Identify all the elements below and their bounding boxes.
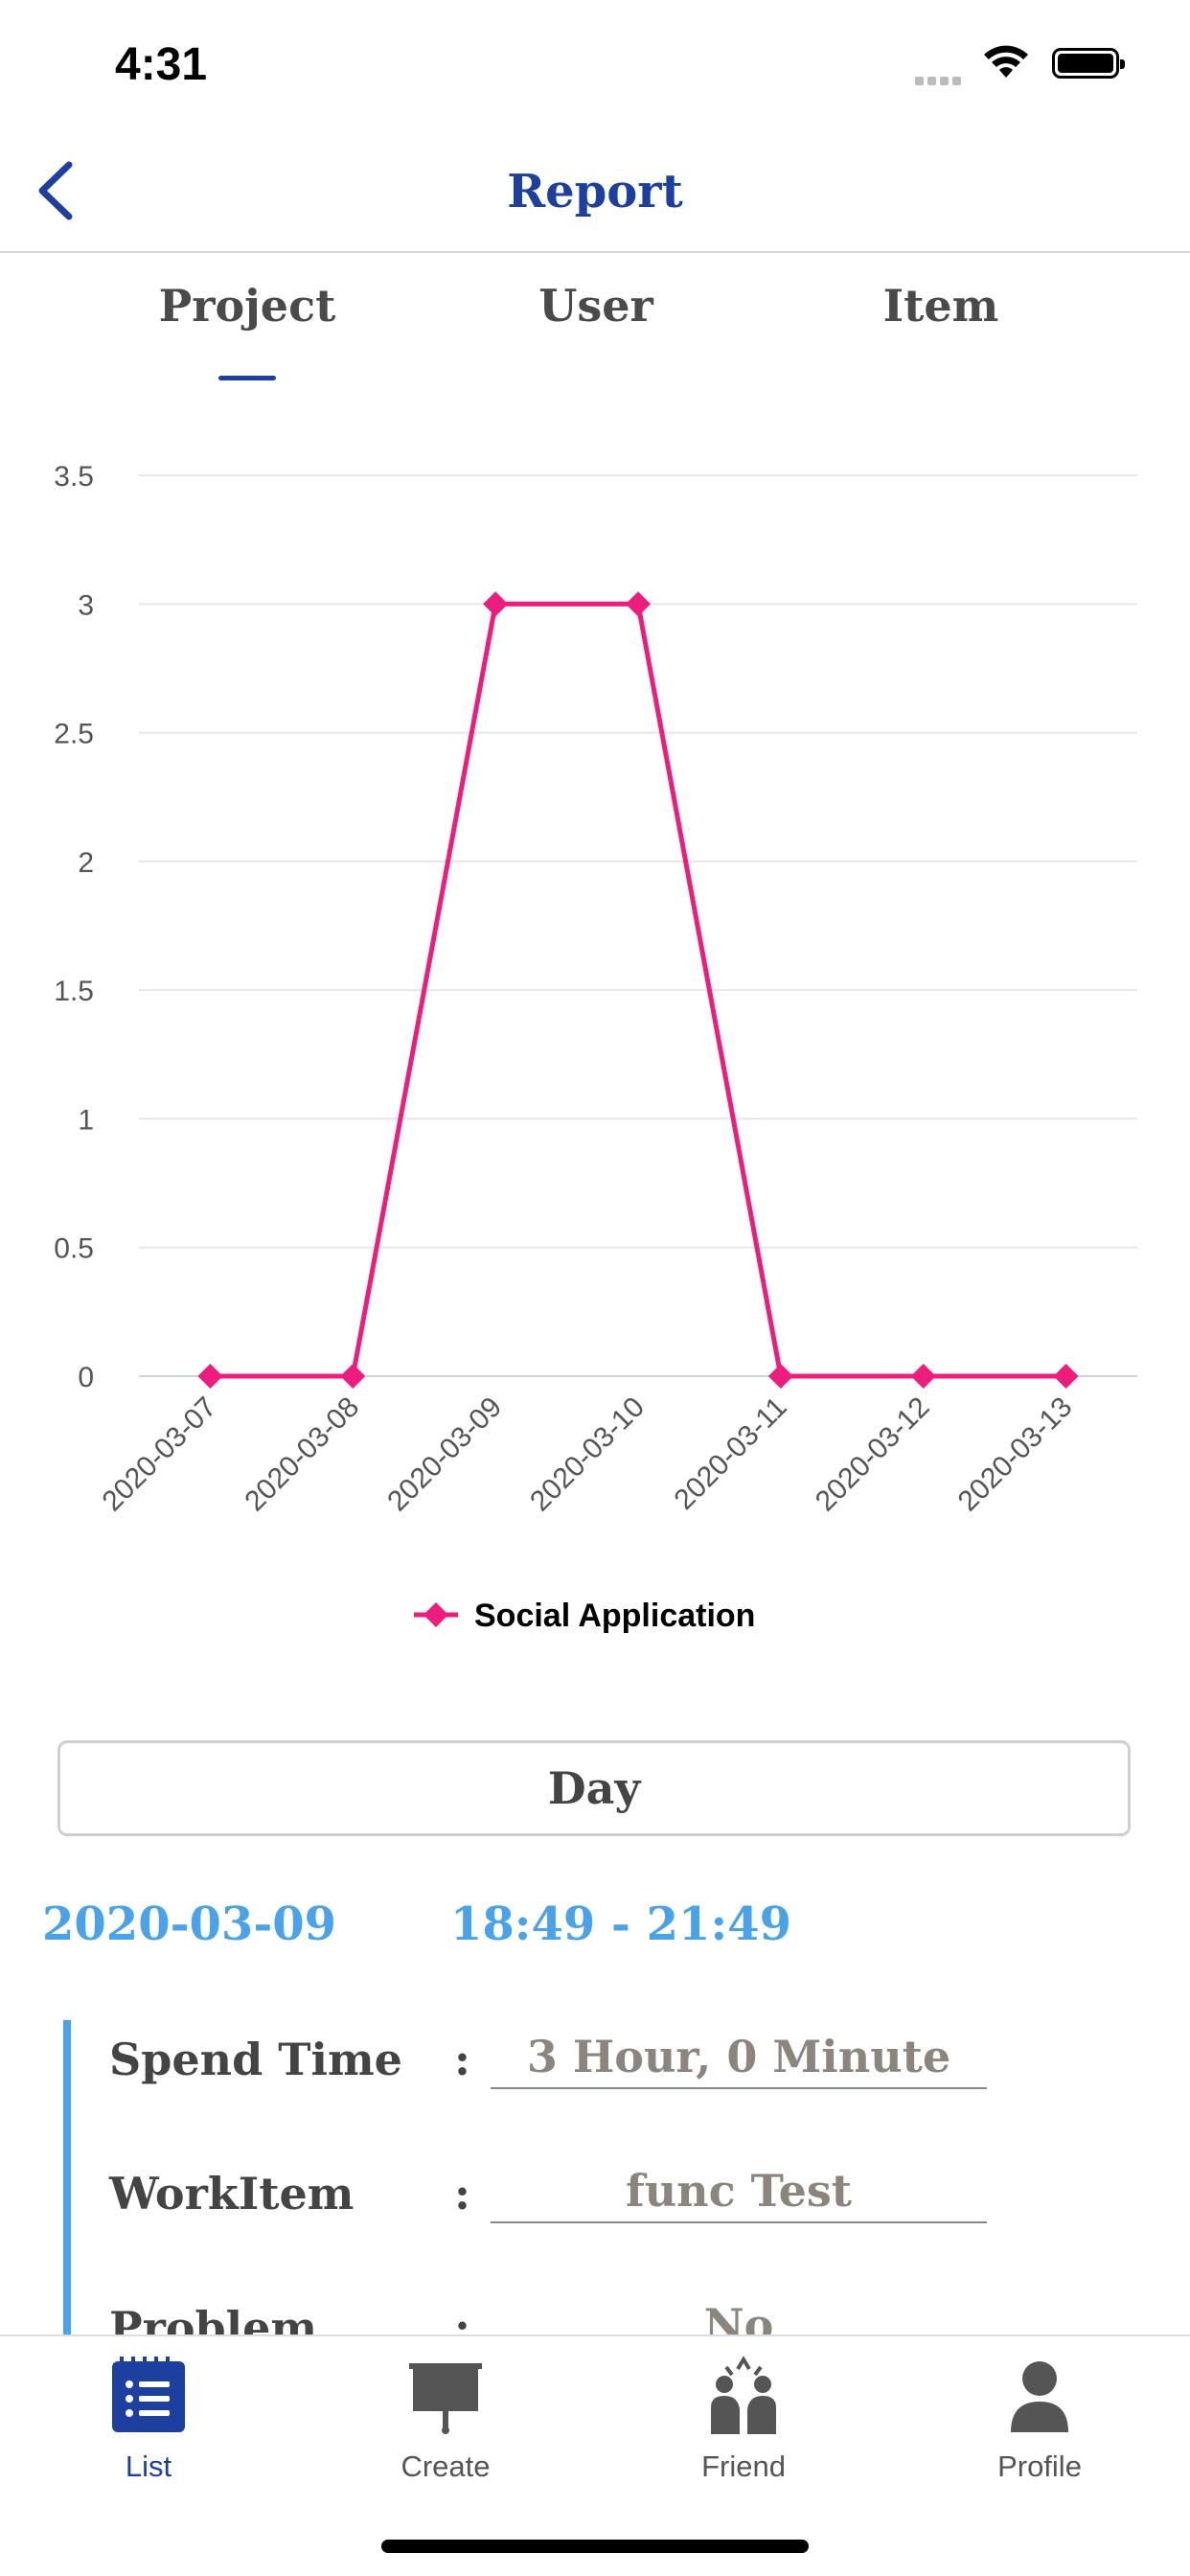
status-time: 4:31 [115,39,208,90]
status-bar: 4:31 [0,0,1190,128]
x-tick-label: 2020-03-13 [952,1392,1079,1518]
data-point [1053,1364,1079,1389]
person-icon [1011,2361,1068,2432]
work-item-label: WorkItem [109,2168,355,2220]
x-tick-label: 2020-03-09 [381,1392,508,1518]
back-button[interactable] [29,157,86,224]
tab-bar-item-friend[interactable]: Friend [648,2356,839,2484]
x-tick-label: 2020-03-12 [810,1392,936,1518]
tab-bar-label: Profile [997,2450,1082,2483]
report-tabs: Project User Item [0,253,1190,387]
tab-bar-item-profile[interactable]: Profile [944,2356,1135,2484]
y-tick-label: 1.5 [54,976,94,1007]
tab-bar-label: Friend [701,2450,786,2483]
problem-row: Problem : No [109,2288,1029,2336]
list-icon [112,2357,185,2432]
navigation-bar: Report [0,128,1190,253]
field-separator: : [454,2034,470,2085]
presentation-board-icon [409,2363,482,2434]
spend-time-row: Spend Time : 3 Hour, 0 Minute [109,2020,1029,2097]
problem-label: Problem [109,2302,318,2336]
y-tick-label: 0 [78,1362,94,1393]
tab-user[interactable]: User [538,280,653,332]
data-point [340,1364,366,1389]
tab-bar-item-create[interactable]: Create [350,2356,541,2484]
x-tick-label: 2020-03-08 [239,1392,365,1518]
day-button[interactable]: Day [57,1740,1131,1836]
tab-bar-label: Create [400,2450,491,2483]
tab-project[interactable]: Project [158,280,336,332]
friends-icon [711,2356,776,2434]
x-tick-label: 2020-03-07 [97,1392,223,1518]
work-item-row: WorkItem : func Test [109,2154,1029,2231]
record-date: 2020-03-09 [42,1898,337,1951]
field-separator: : [454,2302,470,2336]
spend-time-field[interactable]: 3 Hour, 0 Minute [491,2026,987,2089]
y-tick-label: 2.5 [54,719,94,750]
y-tick-label: 3.5 [54,461,94,493]
home-indicator [381,2540,809,2553]
battery-icon [1052,48,1125,79]
work-item-field[interactable]: func Test [491,2160,987,2223]
chevron-left-icon [38,161,73,220]
spend-time-label: Spend Time [109,2034,402,2085]
tab-item[interactable]: Item [882,280,999,332]
x-tick-label: 2020-03-11 [669,1392,793,1516]
y-tick-label: 2 [78,847,94,879]
legend-marker [423,1602,448,1627]
legend-label: Social Application [474,1598,755,1634]
bottom-tab-bar: List Create Friend Profile [0,2334,1190,2576]
data-point [767,1364,793,1389]
data-point [197,1364,223,1389]
wifi-icon [984,45,1028,78]
record-time-range: 18:49 - 21:49 [450,1898,791,1951]
data-point [626,591,651,617]
page-title: Report [507,165,683,218]
active-tab-indicator [218,376,276,380]
y-tick-label: 3 [78,589,94,621]
cellular-signal-icon [915,71,965,89]
tab-bar-item-list[interactable]: List [53,2356,244,2484]
y-tick-label: 0.5 [54,1233,94,1265]
record-detail: Spend Time : 3 Hour, 0 Minute WorkItem :… [63,2020,1029,2336]
problem-field[interactable]: No [491,2294,987,2336]
data-point [910,1364,936,1389]
data-point [483,591,509,617]
x-tick-label: 2020-03-10 [524,1392,651,1518]
tab-bar-label: List [125,2450,172,2483]
field-separator: : [454,2168,470,2220]
y-tick-label: 1 [78,1104,94,1136]
